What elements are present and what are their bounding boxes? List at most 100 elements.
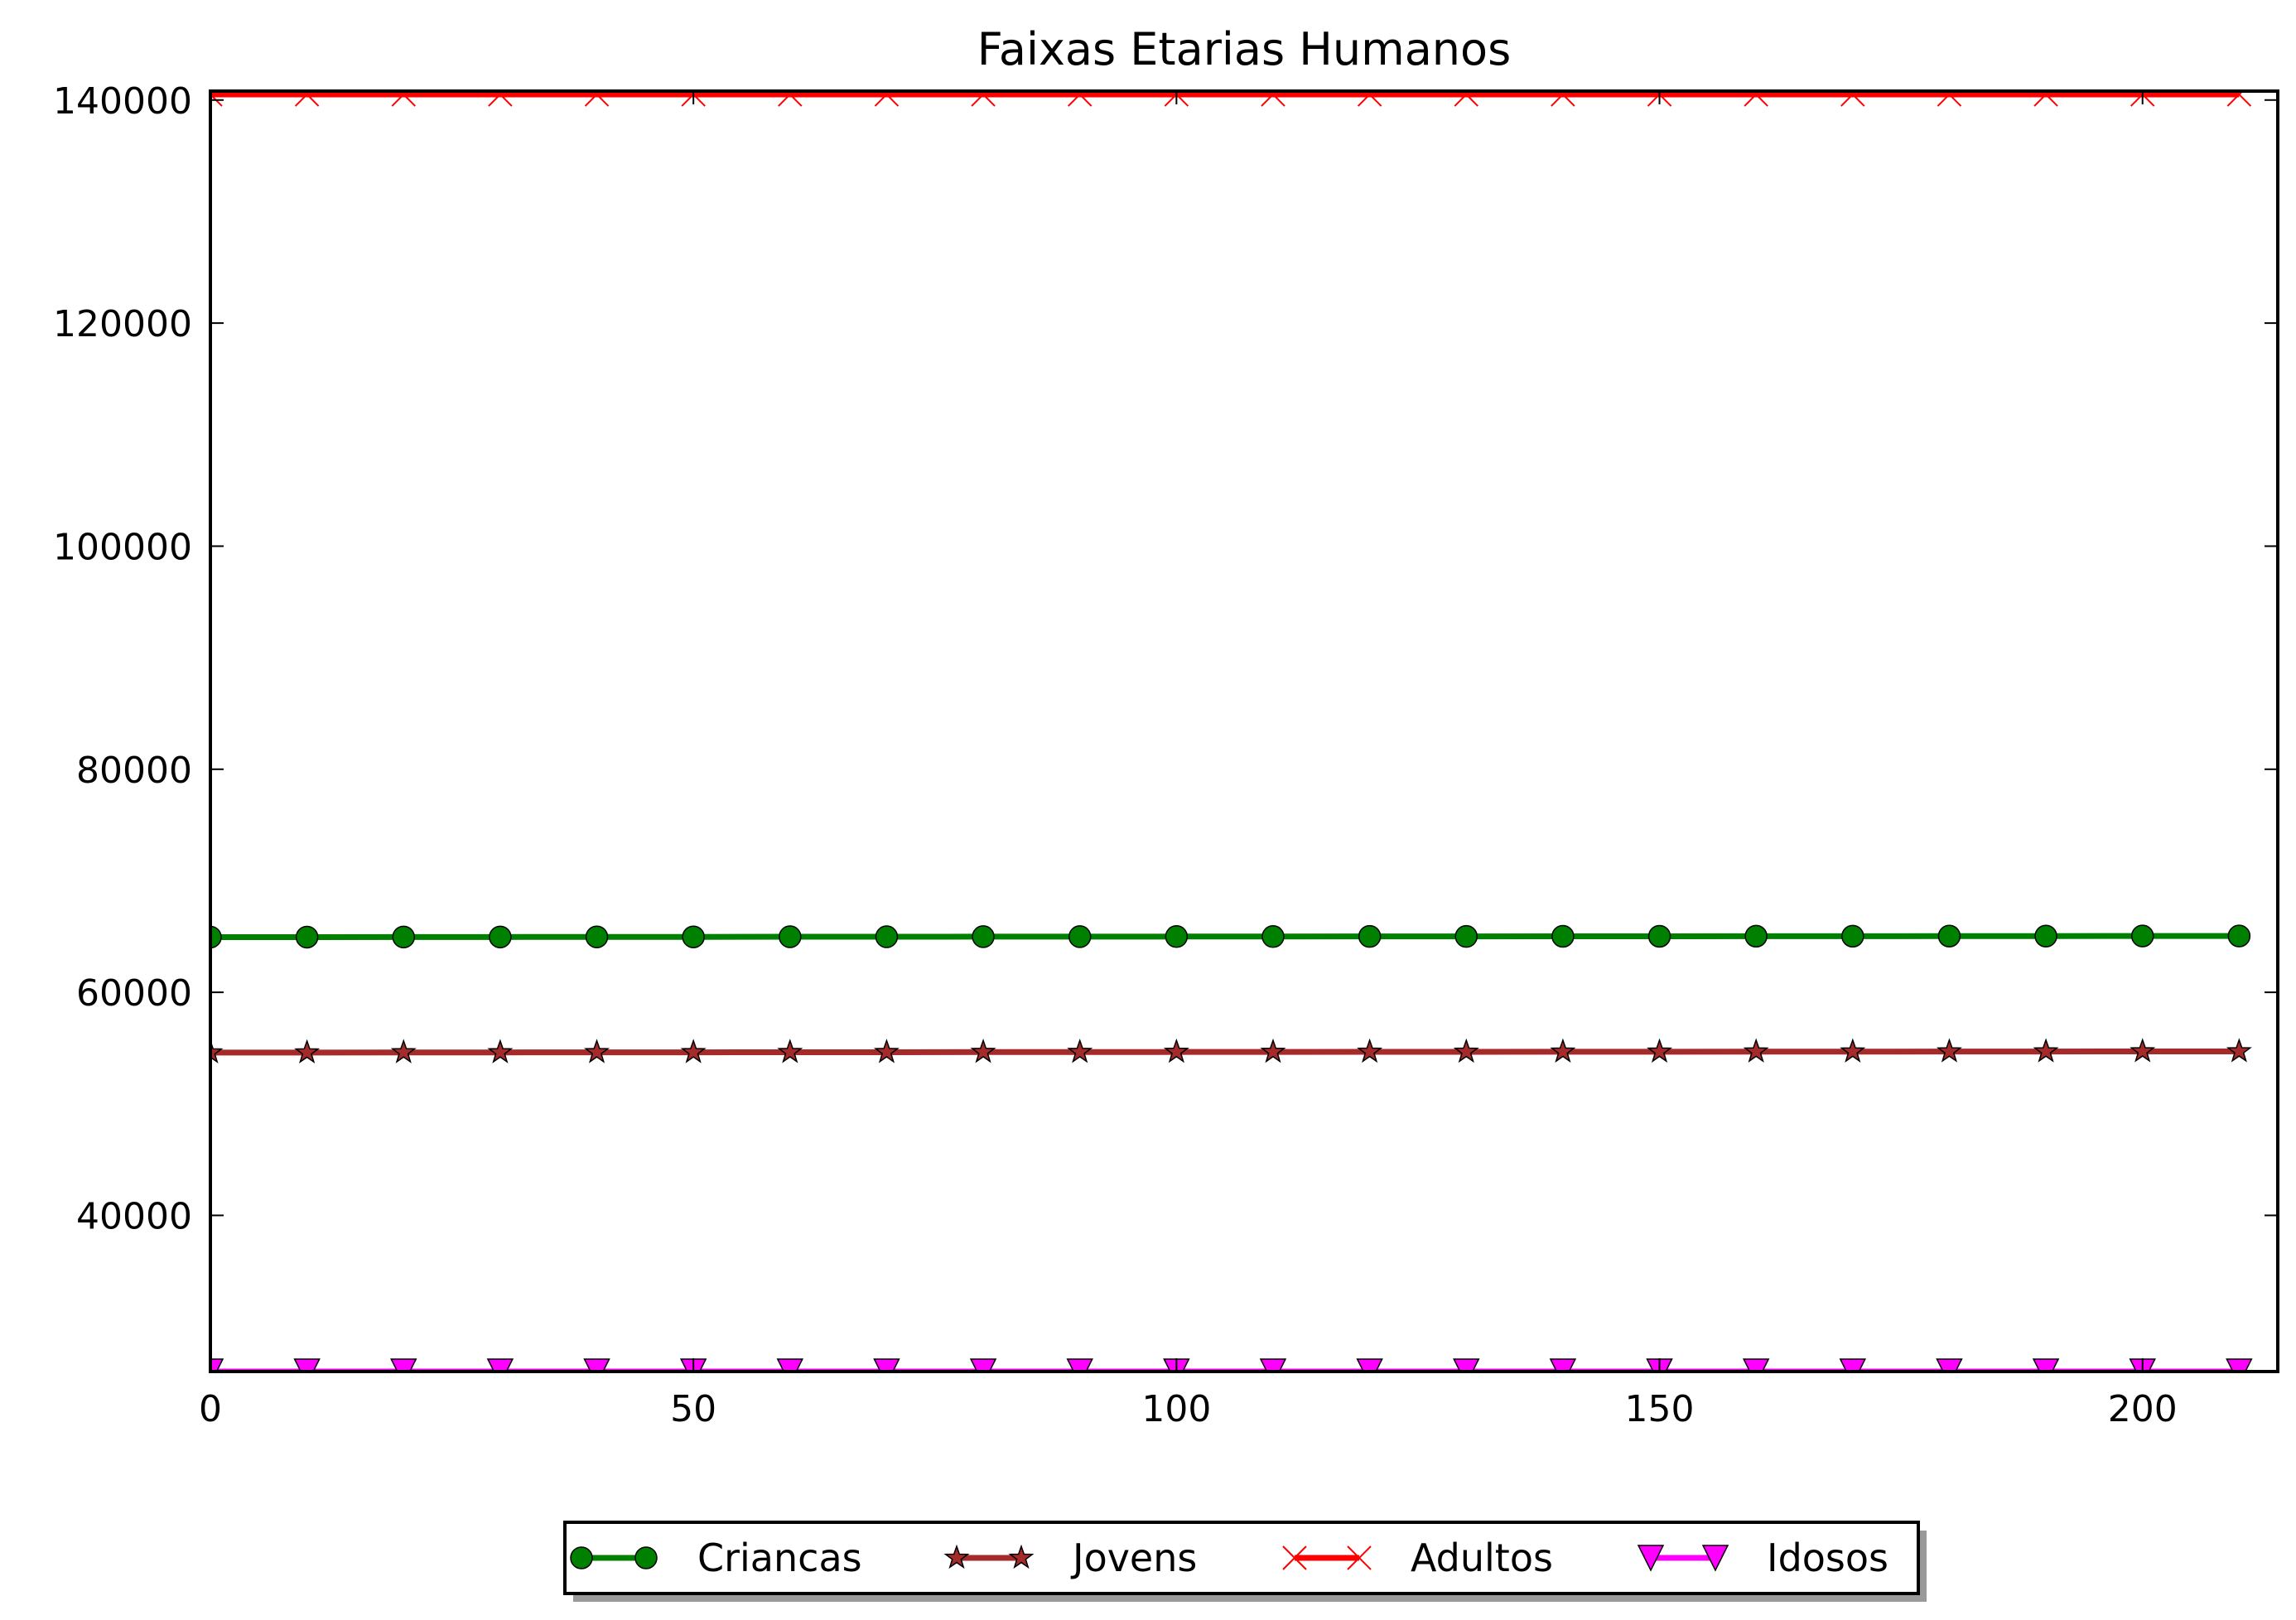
data-point-criancas: [682, 925, 705, 948]
data-point-criancas: [1261, 925, 1285, 948]
data-point-adultos: [1454, 91, 1478, 107]
y-tick-label: 40000: [76, 1195, 192, 1237]
data-point-criancas: [2034, 924, 2057, 948]
data-point-jovens: [2130, 1038, 2156, 1063]
data-point-criancas: [1841, 924, 1864, 948]
data-point-criancas: [1937, 924, 1961, 948]
data-point-jovens: [2226, 1038, 2252, 1063]
y-tick-label: 60000: [76, 972, 192, 1015]
series-criancas: [210, 924, 2251, 949]
data-point-criancas: [1358, 924, 1382, 948]
data-point-criancas: [2227, 924, 2251, 947]
data-point-jovens: [1357, 1038, 1383, 1063]
legend-marker: [1347, 1545, 1372, 1570]
data-point-jovens: [1936, 1038, 1962, 1063]
data-point-criancas: [210, 925, 222, 949]
legend-item-idosos[interactable]: Idosos: [1637, 1536, 1888, 1580]
y-tick-label: 80000: [76, 750, 192, 792]
data-point-idosos: [1453, 1358, 1480, 1372]
legend-marker: [1637, 1545, 1665, 1572]
data-point-adultos: [1261, 91, 1285, 107]
legend-item-jovens[interactable]: Jovens: [943, 1536, 1198, 1580]
data-point-criancas: [779, 925, 802, 948]
legend-marker: [1701, 1545, 1729, 1572]
data-point-adultos: [1840, 91, 1865, 107]
data-point-criancas: [1647, 924, 1671, 948]
y-tick-label: 100000: [53, 526, 192, 568]
data-point-idosos: [2226, 1358, 2253, 1372]
x-tick-label: 50: [670, 1388, 716, 1430]
data-point-criancas: [1454, 924, 1478, 948]
data-point-idosos: [486, 1358, 514, 1372]
plot-frame: [209, 89, 2279, 1373]
data-point-adultos: [2033, 91, 2058, 107]
series-idosos: [210, 1358, 2253, 1372]
data-point-criancas: [1068, 925, 1092, 948]
data-point-adultos: [2226, 91, 2252, 107]
legend-label: Jovens: [1070, 1536, 1197, 1580]
data-point-adultos: [971, 91, 996, 107]
x-tick-label: 200: [2108, 1388, 2178, 1430]
data-point-criancas: [1165, 925, 1189, 948]
data-point-idosos: [1066, 1358, 1093, 1372]
x-tick-label: 0: [199, 1388, 222, 1430]
y-tick-label: 140000: [53, 80, 192, 123]
data-point-adultos: [210, 91, 223, 107]
data-point-adultos: [1937, 91, 1962, 107]
data-point-jovens: [1647, 1038, 1673, 1063]
data-point-idosos: [2032, 1358, 2060, 1372]
data-point-jovens: [487, 1039, 514, 1063]
data-point-adultos: [294, 91, 320, 107]
data-point-jovens: [294, 1039, 321, 1064]
data-point-jovens: [777, 1039, 803, 1063]
data-point-jovens: [584, 1039, 610, 1063]
data-point-adultos: [488, 91, 513, 107]
data-point-adultos: [1744, 91, 1768, 107]
data-point-criancas: [1744, 924, 1768, 948]
legend-item-criancas[interactable]: Criancas: [570, 1536, 862, 1580]
legend-marker: [634, 1546, 658, 1569]
data-point-jovens: [1163, 1038, 1189, 1063]
data-point-jovens: [1067, 1039, 1093, 1063]
data-point-adultos: [584, 91, 610, 107]
data-point-jovens: [873, 1039, 900, 1063]
series-layer: [210, 91, 2253, 1372]
axis-layer: 0 50 100 150 200 40000 60000 80000 100000 120000 1…: [53, 80, 2278, 1430]
data-point-idosos: [873, 1358, 900, 1372]
data-point-jovens: [210, 1039, 224, 1064]
data-point-jovens: [390, 1039, 417, 1063]
data-point-adultos: [391, 91, 416, 107]
legend-item-adultos[interactable]: Adultos: [1282, 1536, 1553, 1580]
y-tick-label: 120000: [53, 303, 192, 345]
data-point-jovens: [1453, 1038, 1479, 1063]
data-point-jovens: [1743, 1038, 1769, 1063]
data-point-idosos: [1356, 1358, 1383, 1372]
data-point-criancas: [585, 925, 609, 948]
series-line-criancas: [210, 933, 2240, 940]
legend-label: Criancas: [697, 1536, 862, 1580]
data-point-criancas: [295, 925, 319, 949]
data-point-idosos: [969, 1358, 997, 1372]
data-point-adultos: [1068, 91, 1093, 107]
data-point-idosos: [1549, 1358, 1577, 1372]
data-point-idosos: [583, 1358, 610, 1372]
legend-marker: [1282, 1545, 1307, 1570]
data-point-adultos: [1551, 91, 1575, 107]
data-point-jovens: [680, 1039, 707, 1063]
legend[interactable]: Criancas Jovens Adultos Idosos: [563, 1521, 1927, 1602]
data-point-jovens: [1550, 1038, 1576, 1063]
chart-title: Faixas Etarias Humanos: [977, 23, 1511, 75]
x-tick-label: 150: [1625, 1388, 1695, 1430]
legend-marker: [943, 1544, 970, 1569]
data-point-idosos: [1839, 1358, 1867, 1372]
data-point-idosos: [1936, 1358, 1963, 1372]
data-point-criancas: [972, 925, 995, 948]
data-point-idosos: [390, 1358, 417, 1372]
legend-label: Idosos: [1767, 1536, 1888, 1580]
data-point-adultos: [874, 91, 900, 107]
data-point-jovens: [2033, 1038, 2059, 1063]
data-point-criancas: [489, 925, 512, 949]
data-point-criancas: [875, 925, 899, 948]
